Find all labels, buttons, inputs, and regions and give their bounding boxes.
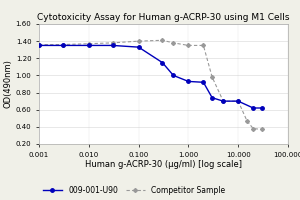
009-001-U90	[202, 81, 205, 83]
Competitor Sample	[245, 120, 249, 122]
Line: Competitor Sample: Competitor Sample	[38, 39, 263, 131]
009-001-U90	[160, 61, 164, 64]
X-axis label: Human g-ACRP-30 (μg/ml) [log scale]: Human g-ACRP-30 (μg/ml) [log scale]	[85, 160, 242, 169]
Competitor Sample	[87, 43, 91, 45]
009-001-U90	[187, 80, 190, 83]
Competitor Sample	[37, 43, 41, 46]
Competitor Sample	[236, 100, 240, 102]
Y-axis label: OD(490nm): OD(490nm)	[4, 60, 13, 108]
009-001-U90	[260, 107, 264, 109]
009-001-U90	[236, 100, 240, 102]
009-001-U90	[111, 44, 114, 47]
009-001-U90	[137, 46, 140, 48]
Competitor Sample	[260, 128, 264, 131]
Line: 009-001-U90: 009-001-U90	[37, 44, 264, 110]
Competitor Sample	[202, 44, 205, 47]
009-001-U90	[61, 44, 64, 47]
Competitor Sample	[61, 43, 64, 46]
Title: Cytotoxicity Assay for Human g-ACRP-30 using M1 Cells: Cytotoxicity Assay for Human g-ACRP-30 u…	[37, 13, 290, 22]
Competitor Sample	[210, 76, 214, 78]
Competitor Sample	[111, 42, 114, 44]
009-001-U90	[87, 44, 91, 47]
Competitor Sample	[251, 127, 255, 130]
009-001-U90	[172, 74, 175, 77]
Competitor Sample	[160, 39, 164, 41]
Competitor Sample	[137, 40, 140, 42]
009-001-U90	[221, 100, 225, 102]
009-001-U90	[37, 44, 41, 47]
Competitor Sample	[187, 44, 190, 47]
009-001-U90	[251, 107, 255, 109]
009-001-U90	[210, 97, 214, 99]
Competitor Sample	[221, 100, 225, 102]
Competitor Sample	[172, 42, 175, 44]
Legend: 009-001-U90, Competitor Sample: 009-001-U90, Competitor Sample	[43, 186, 225, 195]
